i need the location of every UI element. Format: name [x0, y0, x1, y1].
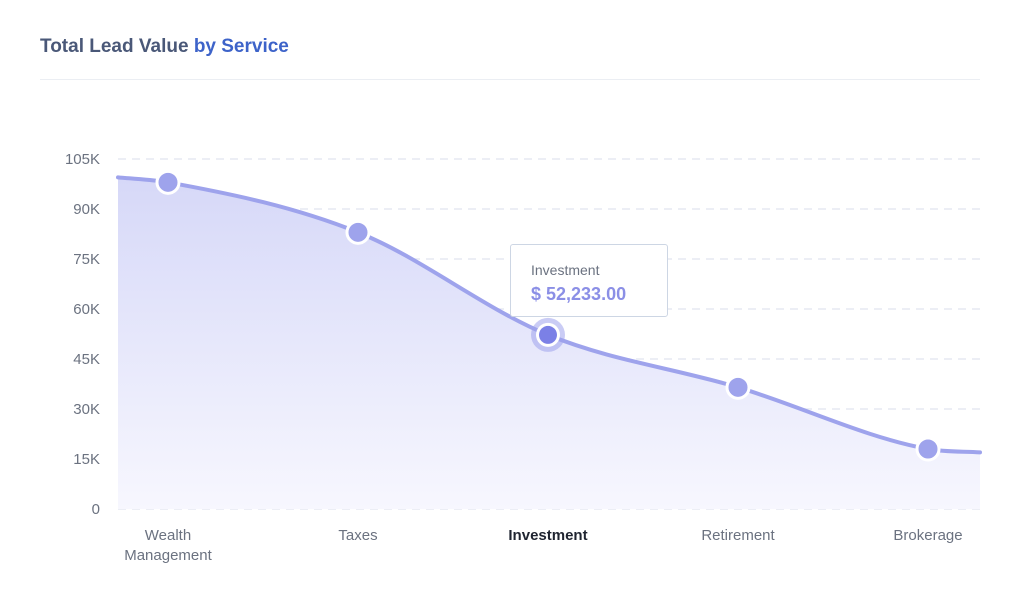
y-tick-label: 45K — [73, 351, 100, 368]
y-tick-label: 0 — [92, 501, 100, 518]
x-tick-label: Wealth Management — [124, 527, 212, 564]
y-axis: 0 15K 30K 45K 60K 75K 90K 105K — [65, 151, 100, 518]
y-tick-label: 60K — [73, 301, 100, 318]
y-tick-label: 15K — [73, 451, 100, 468]
y-tick-label: 75K — [73, 251, 100, 268]
x-axis: Wealth Management Taxes Investment Retiremen… — [124, 527, 962, 564]
data-point[interactable] — [915, 436, 941, 462]
y-tick-label: 90K — [73, 201, 100, 218]
x-tick-label: Taxes — [338, 527, 377, 544]
y-tick-label: 105K — [65, 151, 100, 168]
tooltip-value: $ 52,233.00 — [531, 284, 627, 304]
y-tick-label: 30K — [73, 401, 100, 418]
x-tick-label: Retirement — [701, 527, 775, 544]
tooltip-label: Investment — [531, 262, 600, 278]
data-points — [155, 169, 941, 462]
tooltip: Investment $ 52,233.00 — [510, 244, 668, 317]
title-divider — [40, 79, 980, 80]
data-point-active[interactable] — [539, 325, 557, 344]
chart-title-accent: by Service — [193, 36, 289, 57]
x-tick-label: Investment — [508, 527, 587, 544]
chart-title-main: Total Lead Value — [40, 36, 189, 57]
x-tick-label: Brokerage — [893, 527, 962, 544]
data-point[interactable] — [725, 374, 751, 400]
data-point[interactable] — [155, 169, 181, 195]
chart-title: Total Lead Value by Service — [40, 36, 289, 58]
data-point[interactable] — [345, 219, 371, 245]
